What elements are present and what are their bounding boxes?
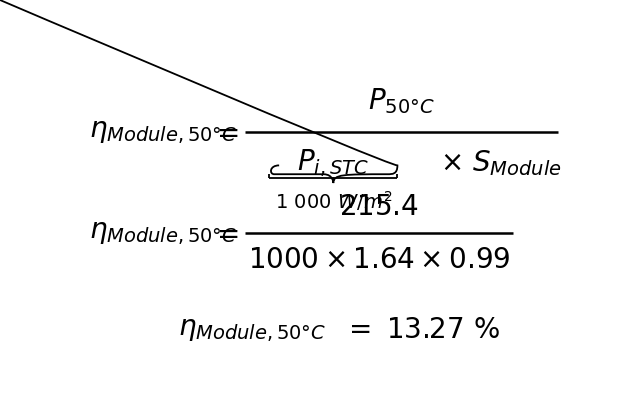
Text: $P_{50°C}$: $P_{50°C}$ <box>368 86 434 116</box>
Text: $=\ 13.27\ \%$: $=\ 13.27\ \%$ <box>343 316 500 343</box>
Text: $1\ 000\ W/m^2$: $1\ 000\ W/m^2$ <box>275 188 392 212</box>
Text: $\times\ S_{Module}$: $\times\ S_{Module}$ <box>440 148 562 178</box>
Text: $P_{i,STC}$: $P_{i,STC}$ <box>298 147 370 178</box>
Text: $\eta_{Module,50°C}$: $\eta_{Module,50°C}$ <box>89 119 237 146</box>
Text: $=$: $=$ <box>211 119 238 146</box>
Text: $1000 \times 1.64 \times 0.99$: $1000 \times 1.64 \times 0.99$ <box>248 247 510 274</box>
Text: $\eta_{Module,50°C}$: $\eta_{Module,50°C}$ <box>178 316 326 343</box>
Text: $=$: $=$ <box>211 220 238 247</box>
Text: $215.4$: $215.4$ <box>339 193 419 220</box>
Text: $\eta_{Module,50°C}$: $\eta_{Module,50°C}$ <box>89 220 237 247</box>
